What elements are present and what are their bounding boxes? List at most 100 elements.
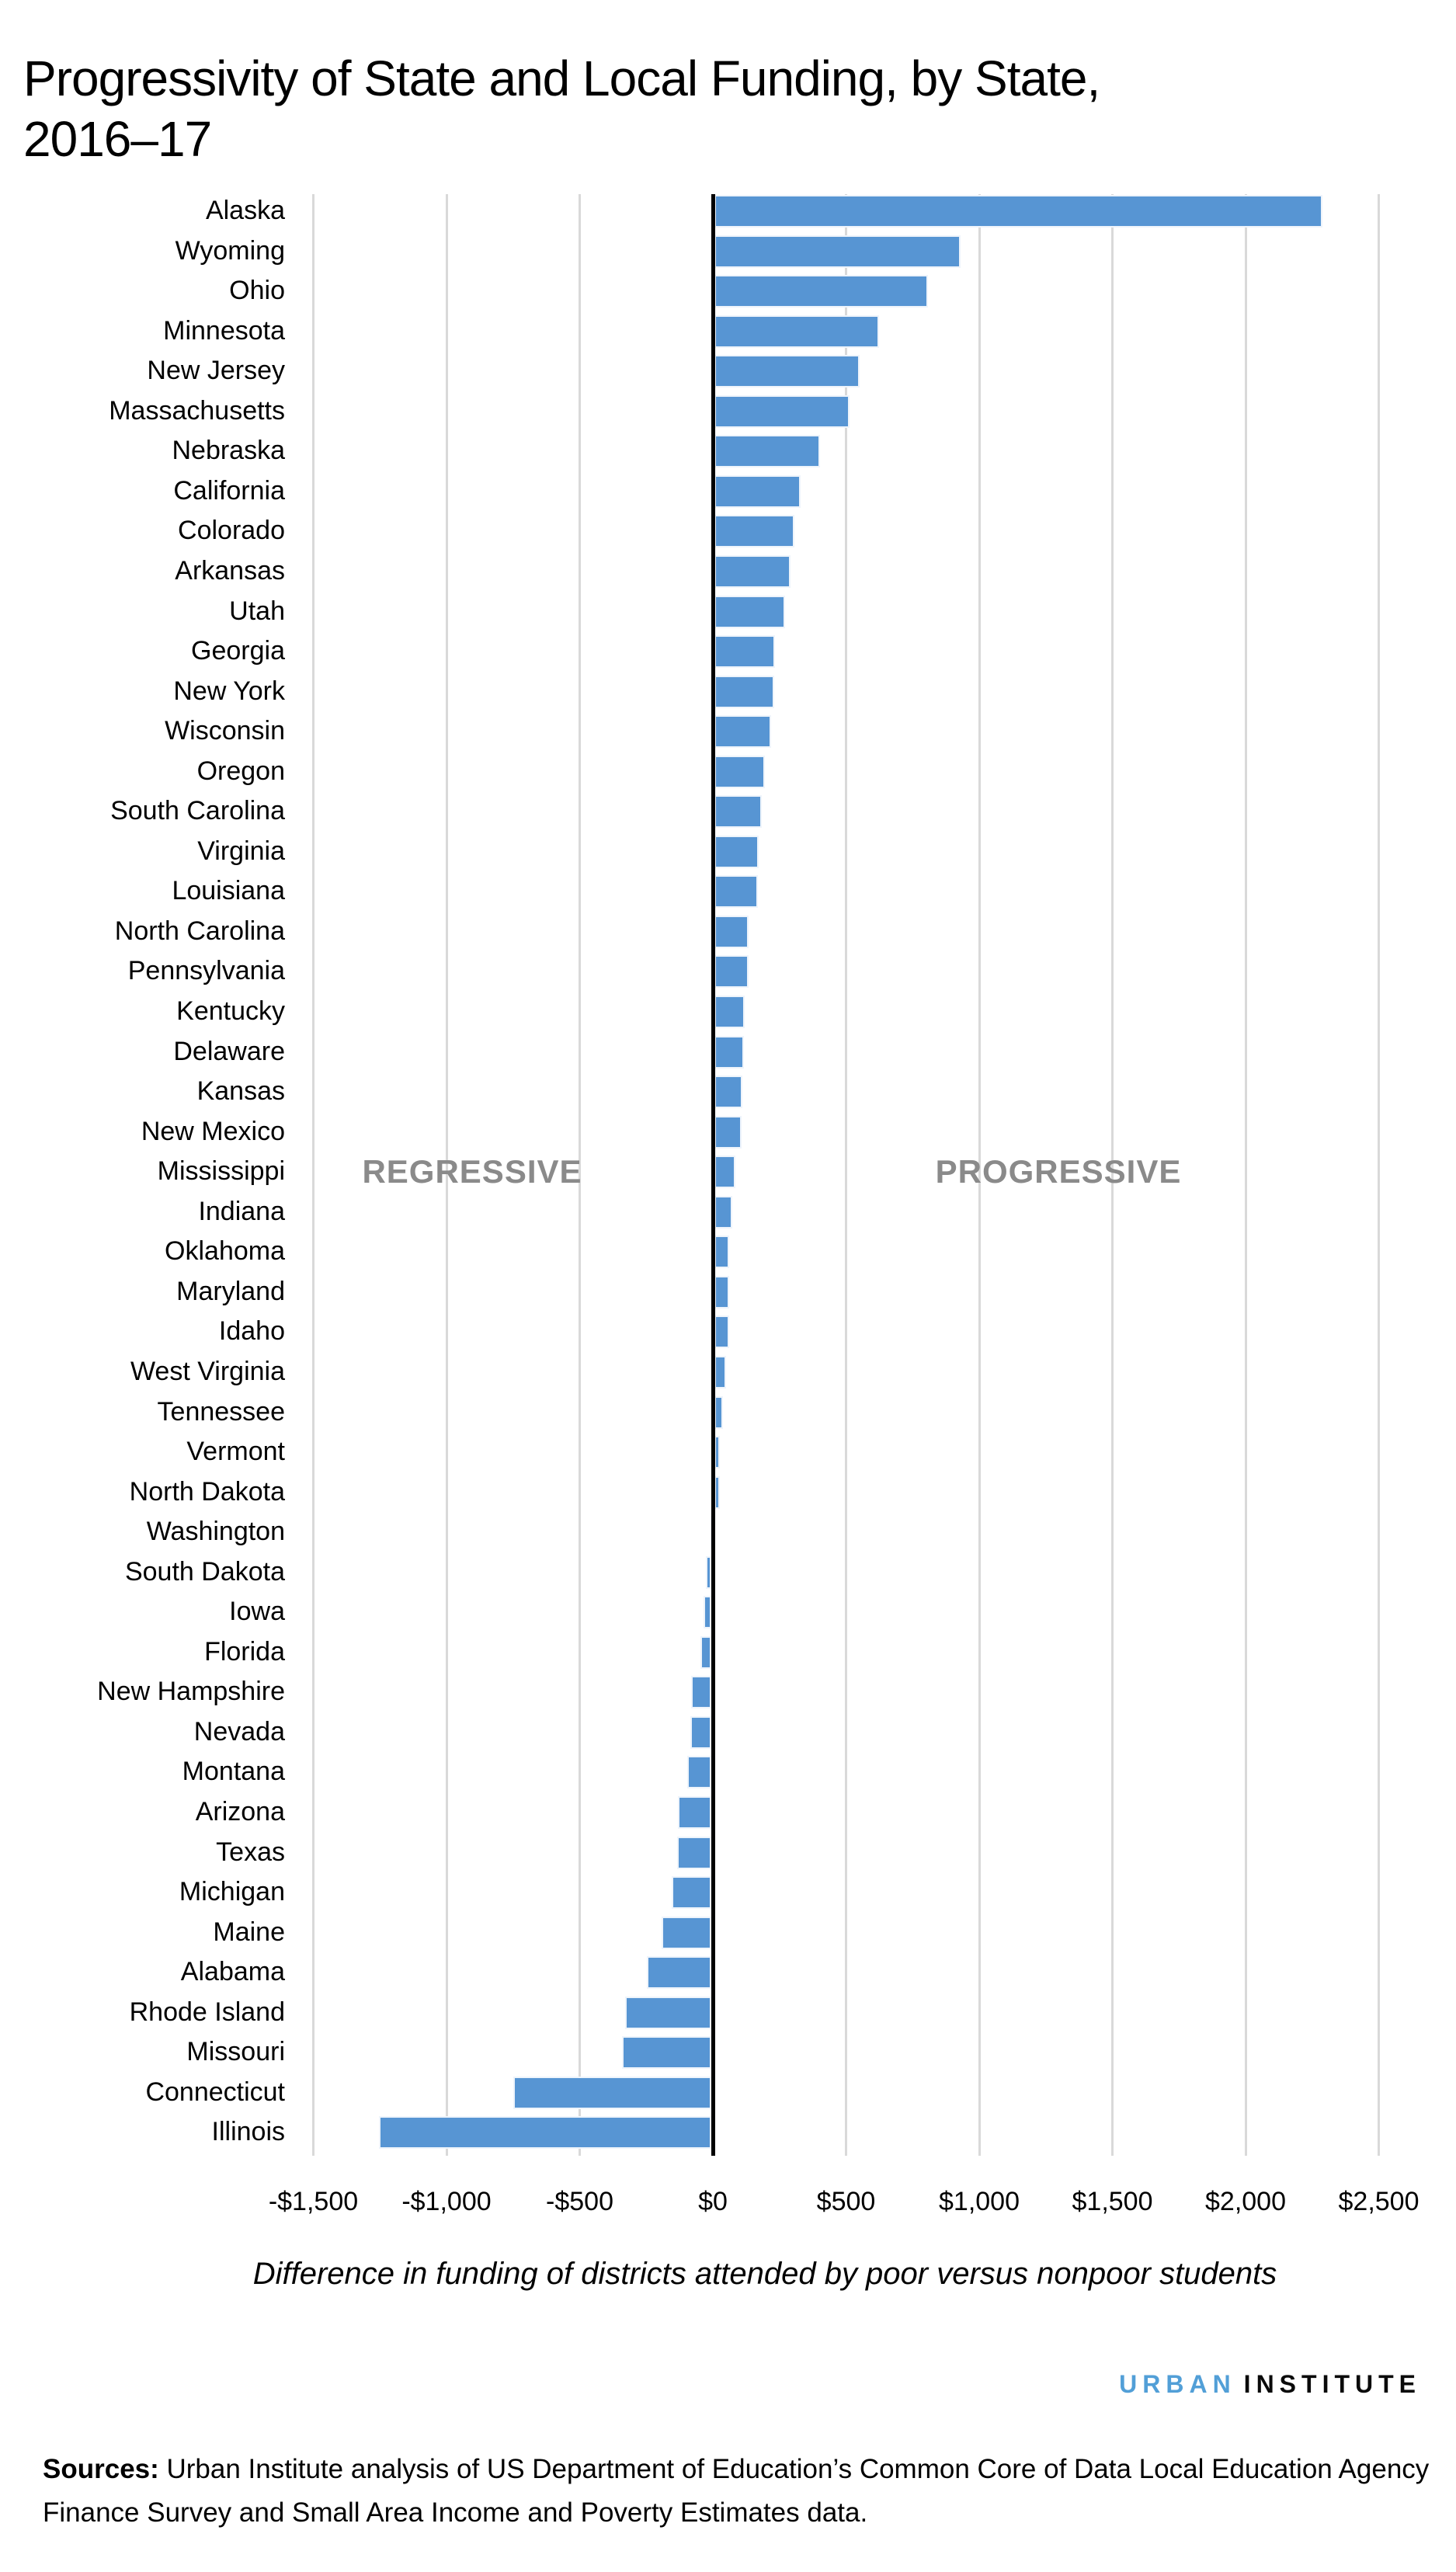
bar-new-york [714,675,774,708]
state-label-california: California [173,475,285,506]
bar-nevada [690,1715,711,1749]
x-tick-label: -$1,000 [401,2187,492,2216]
bar-michigan [672,1876,711,1910]
state-label-south-carolina: South Carolina [110,796,285,826]
bar-arizona [678,1796,711,1829]
urban-institute-logo: URBAN INSTITUTE [1119,2370,1421,2399]
state-label-nevada: Nevada [193,1716,285,1747]
state-label-alabama: Alabama [180,1957,285,1987]
state-label-connecticut: Connecticut [145,2077,285,2107]
x-tick-label: -$500 [546,2187,613,2216]
state-label-minnesota: Minnesota [163,315,285,346]
bar-kentucky [714,996,745,1028]
x-tick-label: $500 [816,2187,876,2216]
state-label-florida: Florida [204,1636,285,1667]
gridline [1111,194,1114,2156]
gridline [845,194,847,2156]
state-label-illinois: Illinois [211,2117,285,2147]
page-title-line2: 2016–17 [23,111,212,167]
state-label-arkansas: Arkansas [175,555,285,586]
x-axis-title: Difference in funding of districts atten… [252,2257,1277,2291]
bar-rhode-island [624,1996,711,2029]
bar-missouri [621,2036,711,2070]
state-label-georgia: Georgia [191,636,285,666]
bar-connecticut [513,2076,711,2109]
regressive-label: REGRESSIVE [362,1153,582,1190]
state-label-oklahoma: Oklahoma [165,1236,285,1267]
state-label-wisconsin: Wisconsin [165,716,285,746]
bar-minnesota [714,315,880,348]
bar-delaware [714,1035,745,1069]
state-label-maryland: Maryland [176,1276,285,1306]
x-tick-label: $0 [698,2187,728,2216]
logo-word-urban: URBAN [1119,2370,1236,2398]
bar-kansas [714,1076,742,1109]
bar-south-dakota [706,1555,711,1589]
gridline [445,194,448,2156]
bar-illinois [379,2116,711,2150]
bar-north-dakota [714,1475,720,1509]
bar-south-carolina [714,795,763,829]
state-label-virginia: Virginia [197,836,285,866]
state-label-north-dakota: North Dakota [129,1476,285,1507]
state-label-ohio: Ohio [229,276,285,306]
gridline [312,194,314,2156]
bar-maine [661,1916,711,1949]
state-label-utah: Utah [229,596,285,626]
bar-georgia [714,635,775,669]
bar-texas [677,1836,711,1869]
sources-text: Urban Institute analysis of US Departmen… [43,2454,1430,2528]
bar-nebraska [714,435,821,468]
state-label-new-jersey: New Jersey [147,356,285,386]
bar-oregon [714,755,766,788]
state-label-new-mexico: New Mexico [141,1116,285,1146]
state-label-arizona: Arizona [195,1797,285,1826]
state-label-tennessee: Tennessee [157,1396,285,1427]
bar-iowa [704,1596,711,1629]
bar-new-jersey [714,355,860,388]
state-label-pennsylvania: Pennsylvania [127,956,285,986]
state-label-rhode-island: Rhode Island [129,1997,285,2027]
state-label-iowa: Iowa [229,1597,285,1627]
bar-new-hampshire [690,1676,711,1709]
state-label-indiana: Indiana [198,1196,285,1226]
bar-north-carolina [714,915,749,948]
gridline [1378,194,1380,2156]
bar-alaska [714,195,1322,228]
state-label-north-carolina: North Carolina [114,916,285,946]
state-label-new-hampshire: New Hampshire [97,1677,285,1707]
state-label-louisiana: Louisiana [172,876,285,906]
page-title-line1: Progressivity of State and Local Funding… [23,50,1100,106]
x-tick-label: $1,500 [1072,2187,1153,2216]
state-label-idaho: Idaho [218,1316,285,1347]
bar-colorado [714,515,794,548]
bar-massachusetts [714,394,850,428]
state-label-delaware: Delaware [173,1036,285,1066]
state-label-missouri: Missouri [186,2037,285,2067]
state-label-colorado: Colorado [178,516,285,546]
state-label-washington: Washington [146,1517,285,1547]
state-label-nebraska: Nebraska [172,436,285,466]
bar-new-mexico [714,1115,742,1149]
bar-wyoming [714,235,961,268]
state-label-south-dakota: South Dakota [124,1556,285,1587]
sources-label: Sources: [43,2454,159,2484]
progressive-label: PROGRESSIVE [935,1153,1182,1190]
state-label-texas: Texas [216,1837,285,1867]
bar-arkansas [714,554,791,588]
gridline [579,194,581,2156]
bar-mississippi [714,1156,736,1189]
state-label-michigan: Michigan [179,1877,285,1907]
bar-vermont [714,1436,721,1469]
bar-utah [714,595,785,628]
x-tick-label: $2,500 [1338,2187,1420,2216]
bar-florida [700,1635,711,1669]
x-tick-label: $2,000 [1205,2187,1286,2216]
bar-wisconsin [714,715,772,749]
bar-idaho [714,1316,729,1349]
state-label-oregon: Oregon [196,756,285,786]
logo-word-institute: INSTITUTE [1243,2370,1421,2398]
state-label-massachusetts: Massachusetts [109,395,285,426]
zero-axis-line [711,194,715,2156]
